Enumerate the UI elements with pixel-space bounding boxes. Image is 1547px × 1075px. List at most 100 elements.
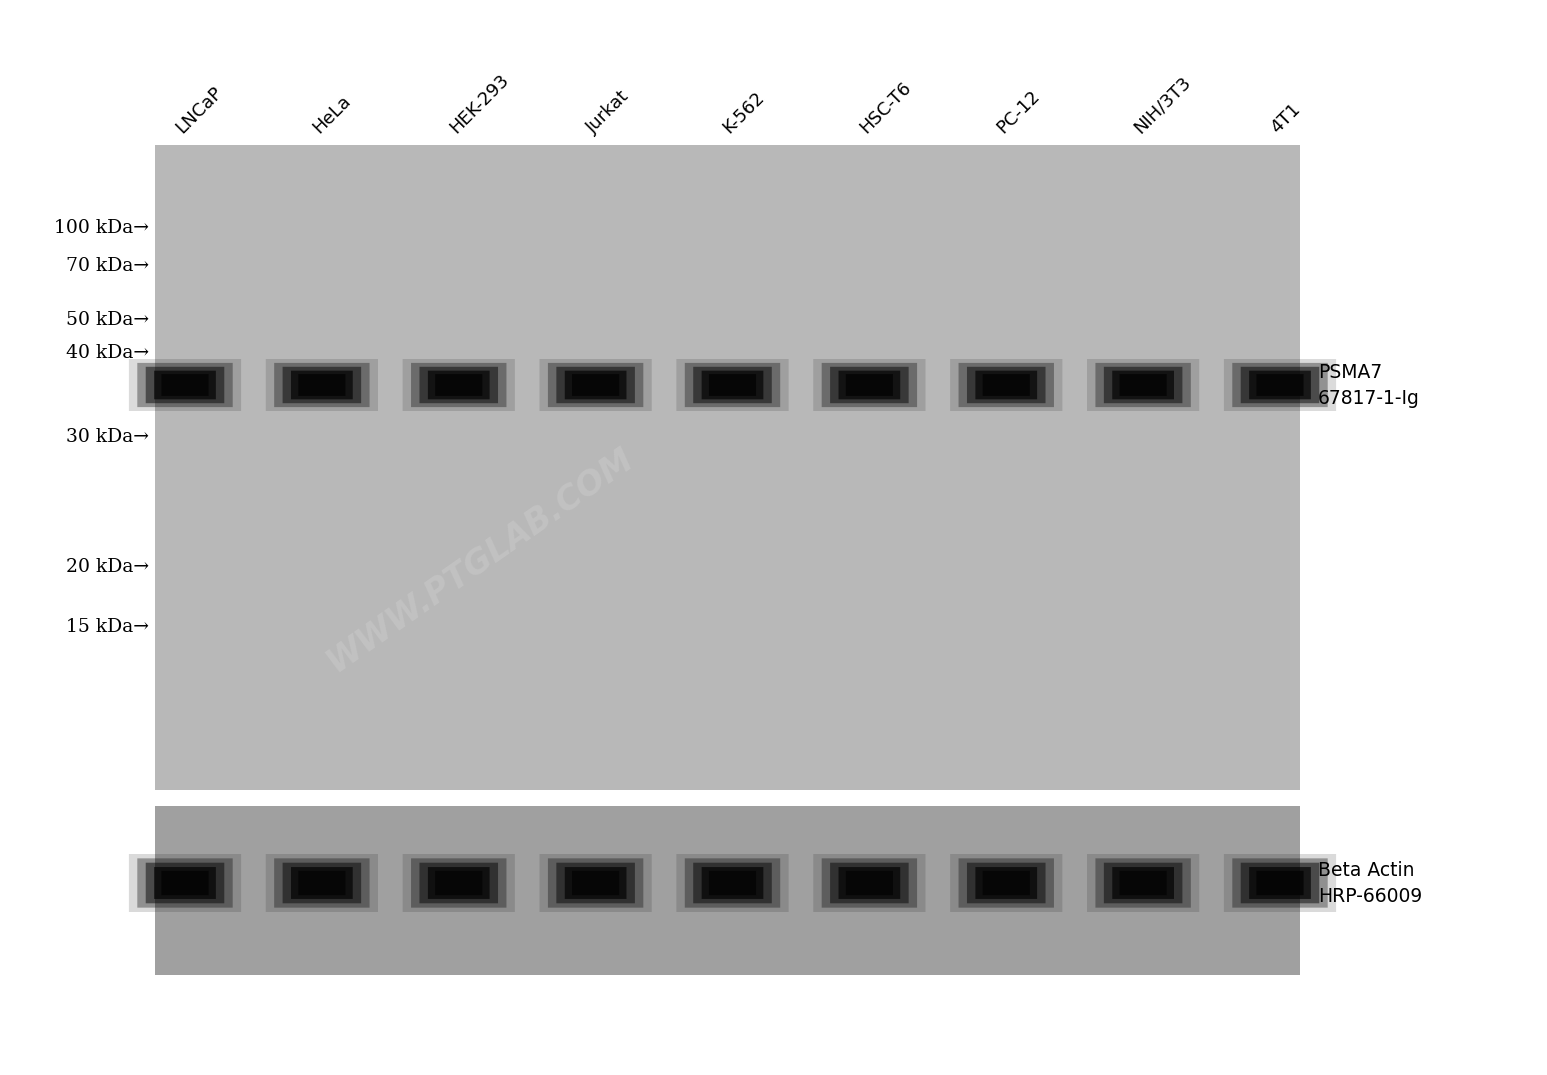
- FancyBboxPatch shape: [693, 863, 772, 903]
- Text: K-562: K-562: [719, 88, 769, 137]
- FancyBboxPatch shape: [429, 371, 489, 399]
- FancyBboxPatch shape: [976, 868, 1036, 899]
- FancyBboxPatch shape: [959, 858, 1054, 907]
- FancyBboxPatch shape: [138, 363, 232, 407]
- Text: PSMA7: PSMA7: [1318, 363, 1383, 383]
- FancyBboxPatch shape: [709, 871, 756, 895]
- FancyBboxPatch shape: [821, 363, 917, 407]
- Text: 20 kDa→: 20 kDa→: [67, 559, 149, 576]
- FancyBboxPatch shape: [1233, 858, 1327, 907]
- FancyBboxPatch shape: [693, 367, 772, 403]
- FancyBboxPatch shape: [1095, 858, 1191, 907]
- FancyBboxPatch shape: [155, 371, 217, 399]
- FancyBboxPatch shape: [412, 858, 506, 907]
- FancyBboxPatch shape: [291, 371, 353, 399]
- Text: 67817-1-Ig: 67817-1-Ig: [1318, 389, 1420, 408]
- FancyBboxPatch shape: [572, 871, 619, 895]
- Text: 30 kDa→: 30 kDa→: [67, 428, 149, 445]
- FancyBboxPatch shape: [1120, 374, 1166, 396]
- FancyBboxPatch shape: [709, 374, 756, 396]
- FancyBboxPatch shape: [557, 863, 634, 903]
- FancyBboxPatch shape: [1120, 871, 1166, 895]
- FancyBboxPatch shape: [161, 374, 209, 396]
- FancyBboxPatch shape: [1248, 868, 1310, 899]
- FancyBboxPatch shape: [1248, 371, 1310, 399]
- FancyBboxPatch shape: [161, 871, 209, 895]
- FancyBboxPatch shape: [1088, 359, 1199, 411]
- Text: Jurkat: Jurkat: [583, 87, 633, 137]
- FancyBboxPatch shape: [283, 367, 360, 403]
- FancyBboxPatch shape: [540, 359, 651, 411]
- FancyBboxPatch shape: [548, 363, 644, 407]
- FancyBboxPatch shape: [982, 871, 1030, 895]
- FancyBboxPatch shape: [155, 868, 217, 899]
- Text: LNCaP: LNCaP: [172, 83, 226, 137]
- FancyBboxPatch shape: [1241, 863, 1320, 903]
- Text: HSC-T6: HSC-T6: [857, 78, 916, 137]
- FancyBboxPatch shape: [846, 374, 893, 396]
- FancyBboxPatch shape: [831, 367, 908, 403]
- FancyBboxPatch shape: [283, 863, 360, 903]
- FancyBboxPatch shape: [814, 359, 925, 411]
- Text: 50 kDa→: 50 kDa→: [67, 312, 149, 329]
- FancyBboxPatch shape: [274, 363, 370, 407]
- Text: HEK-293: HEK-293: [446, 71, 512, 137]
- Text: PC-12: PC-12: [993, 87, 1044, 137]
- FancyBboxPatch shape: [572, 374, 619, 396]
- FancyBboxPatch shape: [814, 854, 925, 912]
- FancyBboxPatch shape: [1224, 854, 1337, 912]
- FancyBboxPatch shape: [1224, 359, 1337, 411]
- Text: HRP-66009: HRP-66009: [1318, 887, 1422, 905]
- FancyBboxPatch shape: [145, 367, 224, 403]
- FancyBboxPatch shape: [1241, 367, 1320, 403]
- FancyBboxPatch shape: [565, 371, 627, 399]
- FancyBboxPatch shape: [702, 371, 763, 399]
- FancyBboxPatch shape: [685, 858, 780, 907]
- FancyBboxPatch shape: [274, 858, 370, 907]
- Text: HeLa: HeLa: [309, 92, 354, 137]
- FancyBboxPatch shape: [676, 359, 789, 411]
- FancyBboxPatch shape: [676, 854, 789, 912]
- FancyBboxPatch shape: [982, 374, 1030, 396]
- FancyBboxPatch shape: [419, 863, 498, 903]
- FancyBboxPatch shape: [412, 363, 506, 407]
- FancyBboxPatch shape: [402, 359, 515, 411]
- FancyBboxPatch shape: [1088, 854, 1199, 912]
- FancyBboxPatch shape: [1105, 863, 1182, 903]
- Text: WWW.PTGLAB.COM: WWW.PTGLAB.COM: [320, 442, 639, 678]
- FancyBboxPatch shape: [1095, 363, 1191, 407]
- FancyBboxPatch shape: [821, 858, 917, 907]
- FancyBboxPatch shape: [838, 868, 900, 899]
- Bar: [155, 806, 1299, 975]
- FancyBboxPatch shape: [950, 854, 1063, 912]
- FancyBboxPatch shape: [702, 868, 763, 899]
- FancyBboxPatch shape: [950, 359, 1063, 411]
- Text: 4T1: 4T1: [1267, 100, 1304, 137]
- Text: 100 kDa→: 100 kDa→: [54, 218, 149, 236]
- FancyBboxPatch shape: [846, 871, 893, 895]
- FancyBboxPatch shape: [266, 359, 377, 411]
- Text: 70 kDa→: 70 kDa→: [67, 257, 149, 275]
- FancyBboxPatch shape: [831, 863, 908, 903]
- Text: 40 kDa→: 40 kDa→: [67, 344, 149, 361]
- Text: Beta Actin: Beta Actin: [1318, 860, 1414, 879]
- FancyBboxPatch shape: [548, 858, 644, 907]
- FancyBboxPatch shape: [299, 374, 345, 396]
- FancyBboxPatch shape: [1233, 363, 1327, 407]
- FancyBboxPatch shape: [145, 863, 224, 903]
- FancyBboxPatch shape: [565, 868, 627, 899]
- FancyBboxPatch shape: [138, 858, 232, 907]
- FancyBboxPatch shape: [967, 863, 1046, 903]
- FancyBboxPatch shape: [838, 371, 900, 399]
- FancyBboxPatch shape: [128, 854, 241, 912]
- FancyBboxPatch shape: [1105, 367, 1182, 403]
- FancyBboxPatch shape: [402, 854, 515, 912]
- FancyBboxPatch shape: [685, 363, 780, 407]
- FancyBboxPatch shape: [557, 367, 634, 403]
- FancyBboxPatch shape: [299, 871, 345, 895]
- Bar: [155, 145, 1299, 790]
- FancyBboxPatch shape: [1256, 374, 1304, 396]
- FancyBboxPatch shape: [128, 359, 241, 411]
- FancyBboxPatch shape: [976, 371, 1036, 399]
- FancyBboxPatch shape: [419, 367, 498, 403]
